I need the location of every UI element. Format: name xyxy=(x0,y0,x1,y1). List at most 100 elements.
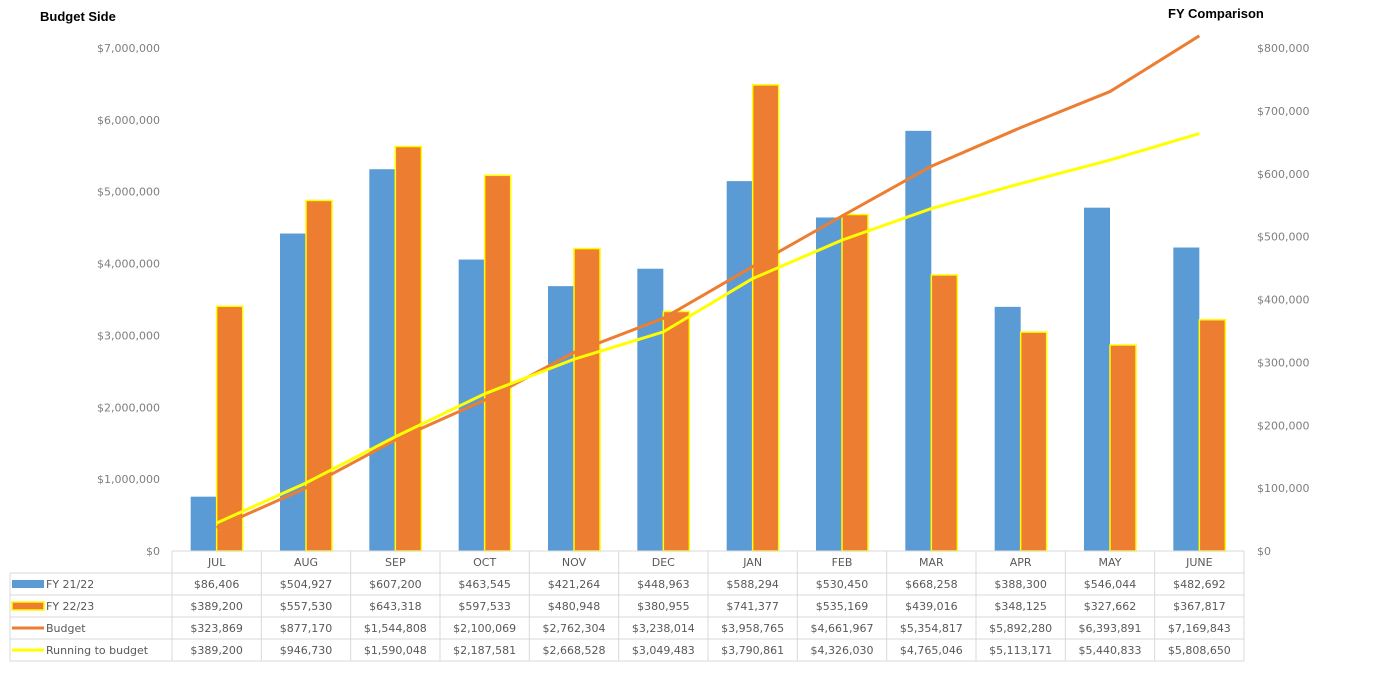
bar-fy-21-22 xyxy=(280,233,306,551)
legend-key xyxy=(12,580,44,588)
bar-fy-22-23 xyxy=(1109,344,1137,552)
legend-entry: FY 22/23 xyxy=(46,600,94,613)
right-tick-label: $700,000 xyxy=(1257,105,1310,118)
line-running-to-budget xyxy=(216,132,1200,525)
table-cell: $3,790,861 xyxy=(721,644,784,657)
table-cell: $439,016 xyxy=(905,600,958,613)
table-cell: $367,817 xyxy=(1173,600,1226,613)
category-label: JUL xyxy=(207,556,226,569)
table-cell: $86,406 xyxy=(194,578,240,591)
table-cell: $2,100,069 xyxy=(453,622,516,635)
line-budget xyxy=(216,34,1201,530)
right-tick-label: $600,000 xyxy=(1257,168,1310,181)
table-cell: $3,049,483 xyxy=(632,644,695,657)
table-cell: $643,318 xyxy=(369,600,422,613)
category-label: NOV xyxy=(562,556,587,569)
category-label: OCT xyxy=(473,556,496,569)
bar-fy-22-23 xyxy=(305,199,333,552)
bar-fy-21-22 xyxy=(548,286,574,551)
table-cell: $5,113,171 xyxy=(989,644,1052,657)
bar-fy-22-23 xyxy=(573,247,601,552)
table-cell: $389,200 xyxy=(190,644,243,657)
table-cell: $389,200 xyxy=(190,600,243,613)
bar-fy-22-23 xyxy=(930,274,959,552)
right-axis-ticks: $0 $100,000 $200,000 $300,000 $400,000 $500,0… xyxy=(1257,42,1310,558)
bar-fy-22-23 xyxy=(394,145,423,552)
category-label: APR xyxy=(1010,556,1032,569)
bar-fy-21-22 xyxy=(1084,207,1110,551)
bar-fy-21-22 xyxy=(905,130,932,552)
table-cell: $557,530 xyxy=(280,600,333,613)
table-cell: $482,692 xyxy=(1173,578,1226,591)
table-cell: $388,300 xyxy=(994,578,1047,591)
table-cell: $380,955 xyxy=(637,600,690,613)
table-cell: $668,258 xyxy=(905,578,958,591)
bar-fy-22-23 xyxy=(1019,331,1048,552)
legend-entry: Running to budget xyxy=(46,644,149,657)
table-cell: $1,590,048 xyxy=(364,644,427,657)
line-series xyxy=(216,34,1201,530)
bar-fy-22-23 xyxy=(1198,318,1227,552)
left-axis-ticks: $0 $1,000,000 $2,000,000 $3,000,000 $4,000,0… xyxy=(97,42,160,558)
table-cell: $3,958,765 xyxy=(721,622,784,635)
right-tick-label: $200,000 xyxy=(1257,419,1310,432)
right-tick-label: $400,000 xyxy=(1257,294,1310,307)
data-table: JUL AUG SEP OCT NOV DEC JAN FEB MAR APR MAY JUNE FY … xyxy=(9,550,1245,662)
table-cell: $5,354,817 xyxy=(900,622,963,635)
table-cell: $4,661,967 xyxy=(811,622,874,635)
category-label: FEB xyxy=(832,556,853,569)
right-tick-label: $0 xyxy=(1257,545,1271,558)
table-cell: $597,533 xyxy=(458,600,511,613)
table-cell: $607,200 xyxy=(369,578,422,591)
table-cell: $2,668,528 xyxy=(543,644,606,657)
table-cell: $504,927 xyxy=(280,578,333,591)
table-cell: $5,892,280 xyxy=(989,622,1052,635)
table-cell: $946,730 xyxy=(280,644,333,657)
bar-fy-21-22 xyxy=(637,268,664,551)
bar-fy-22-23 xyxy=(483,174,512,552)
category-label: AUG xyxy=(294,556,318,569)
table-cell: $6,393,891 xyxy=(1079,622,1142,635)
category-label: MAR xyxy=(919,556,944,569)
table-cell: $4,765,046 xyxy=(900,644,963,657)
right-tick-label: $500,000 xyxy=(1257,231,1310,244)
left-tick-label: $0 xyxy=(146,545,160,558)
legend-entry: FY 21/22 xyxy=(46,578,94,591)
bar-fy-21-22 xyxy=(726,181,753,551)
table-cell: $546,044 xyxy=(1084,578,1137,591)
table-cell: $1,544,808 xyxy=(364,622,427,635)
table-cell: $2,762,304 xyxy=(543,622,606,635)
legend-entry: Budget xyxy=(46,622,86,635)
bar-fy-22-23 xyxy=(751,84,780,552)
bar-fy-21-22 xyxy=(994,306,1021,551)
bar-fy-22-23 xyxy=(841,213,869,552)
left-axis-title: Budget Side xyxy=(40,9,116,24)
left-tick-label: $5,000,000 xyxy=(97,186,160,199)
bar-fy-22-23 xyxy=(662,310,691,552)
category-label: MAY xyxy=(1099,556,1122,569)
table-cell: $448,963 xyxy=(637,578,690,591)
bar-fy-22-23 xyxy=(215,305,244,552)
table-cell: $741,377 xyxy=(726,600,779,613)
table-cell: $530,450 xyxy=(816,578,869,591)
bar-fy-21-22 xyxy=(190,496,217,551)
category-label: JUNE xyxy=(1185,556,1213,569)
legend-key xyxy=(11,601,45,611)
category-label: JAN xyxy=(742,556,762,569)
left-tick-label: $7,000,000 xyxy=(97,42,160,55)
table-cell: $877,170 xyxy=(280,622,333,635)
right-tick-label: $300,000 xyxy=(1257,356,1310,369)
left-tick-label: $3,000,000 xyxy=(97,329,160,342)
table-cell: $348,125 xyxy=(994,600,1047,613)
table-cell: $2,187,581 xyxy=(453,644,516,657)
bar-fy-21-22 xyxy=(369,169,396,551)
table-cell: $535,169 xyxy=(816,600,869,613)
table-cell: $4,326,030 xyxy=(811,644,874,657)
table-cell: $480,948 xyxy=(548,600,601,613)
table-cell: $5,440,833 xyxy=(1079,644,1142,657)
table-cell: $5,808,650 xyxy=(1168,644,1231,657)
bar-fy-21-22 xyxy=(816,217,842,552)
right-tick-label: $800,000 xyxy=(1257,42,1310,55)
category-label: SEP xyxy=(385,556,406,569)
